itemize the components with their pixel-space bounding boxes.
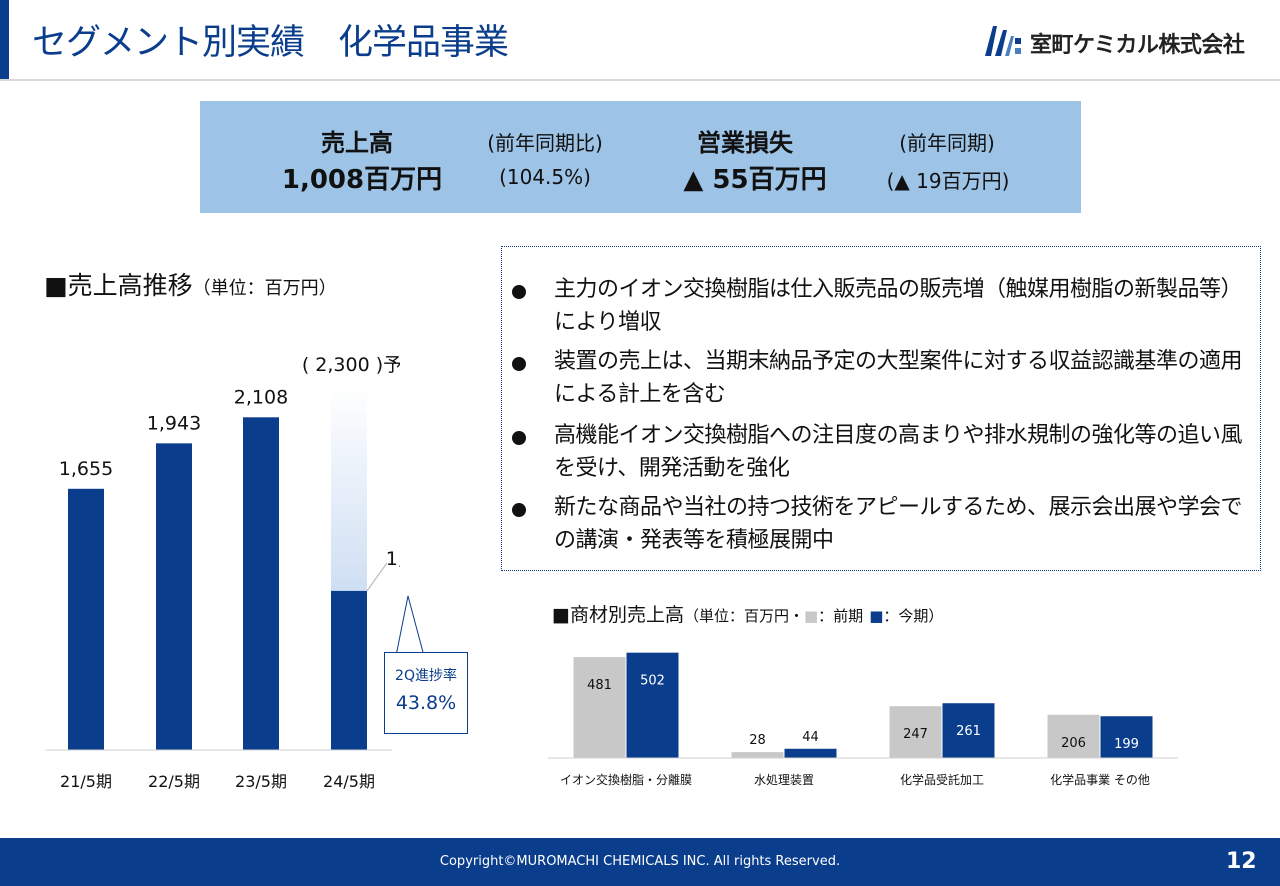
sales-value: 1,008百万円 (281, 165, 443, 195)
bar-value-label: 1,008 (386, 548, 400, 570)
company-logo-icon (985, 26, 1021, 56)
header-bar (0, 0, 1280, 80)
page-title: セグメント別実績 化学品事業 (32, 23, 509, 63)
sales-label: 売上高 (321, 129, 393, 157)
progress-callout (384, 652, 468, 734)
progress-callout-value: 43.8% (395, 692, 457, 714)
page-number: 12 (1226, 849, 1257, 874)
x-tick-label: 22/5期 (148, 772, 200, 791)
callout-pointer (395, 595, 425, 656)
bullet-text: 高機能イオン交換樹脂への注目度の高まりや排水規制の強化等の追い風を受け、開発活動… (554, 423, 1243, 481)
summary-panel: 売上高 1,008百万円 (前年同期比) (104.5%) 営業損失 ▲ 55百… (200, 101, 1081, 213)
legend-prev-marker: ■ (803, 607, 819, 625)
sales-trend-unit: （単位：百万円） (192, 278, 337, 299)
bullet-dot-icon (512, 503, 526, 517)
prev-period-bar (731, 752, 784, 758)
bullet-dot-icon (512, 285, 526, 299)
prev-period-bar (1047, 714, 1100, 758)
header-accent-bar (0, 0, 9, 80)
sales-yoy-value: (104.5%) (499, 165, 591, 189)
header-divider (0, 79, 1280, 81)
curr-period-bar (626, 652, 679, 758)
bar-value-label: 206 (1061, 736, 1086, 751)
prev-period-bar (889, 706, 942, 758)
operating-loss-label: 営業損失 (697, 129, 793, 157)
x-tick-label: 21/5期 (60, 772, 112, 791)
operating-loss-prev-label: (前年同期) (899, 131, 995, 155)
value-label-leader (366, 562, 388, 592)
forecast-label: ( 2,300 )予 (302, 355, 400, 376)
bar-value-label: 199 (1114, 737, 1139, 752)
bullet-dot-icon (512, 357, 526, 371)
bullet-text: 主力のイオン交換樹脂は仕入販売品の販売増（触媒用樹脂の新製品等）により増収 (554, 277, 1243, 335)
x-tick-label: 化学品事業 その他 (1050, 772, 1150, 787)
operating-loss-value: ▲ 55百万円 (683, 165, 827, 195)
legend-curr-label: ：今期） (883, 607, 944, 625)
sales-bar (68, 488, 104, 750)
bar-value-label: 44 (802, 730, 819, 745)
legend-curr-marker: ■ (869, 607, 884, 625)
footer-bar (0, 838, 1280, 886)
curr-period-bar (1100, 716, 1153, 758)
bullet-text: 装置の売上は、当期末納品予定の大型案件に対する収益認識基準の適用による計上を含む (554, 349, 1243, 407)
company-name: 室町ケミカル株式会社 (1030, 33, 1245, 58)
title-marker: ■ (44, 271, 68, 300)
bar-value-label: 502 (640, 674, 665, 689)
legend-prev-label: ：前期 (818, 607, 864, 625)
x-tick-label: 23/5期 (235, 772, 287, 791)
x-tick-label: 化学品受託加工 (900, 772, 984, 787)
highlights-panel: 主力のイオン交換樹脂は仕入販売品の販売増（触媒用樹脂の新製品等）により増収 装置… (501, 246, 1261, 571)
bullet-dot-icon (512, 431, 526, 445)
progress-callout-label: 2Q進捗率 (395, 668, 457, 684)
x-tick-label: 24/5期 (323, 772, 375, 791)
x-tick-label: 水処理装置 (754, 773, 814, 787)
copyright-text: Copyright©MUROMACHI CHEMICALS INC. All r… (439, 854, 841, 869)
operating-loss-prev-value: (▲ 19百万円) (886, 169, 1010, 193)
bar-value-label: 2,108 (234, 386, 288, 408)
sales-yoy-label: (前年同期比) (487, 131, 603, 155)
curr-period-bar (784, 748, 837, 758)
title-marker: ■ (552, 604, 570, 626)
sales-trend-chart: 1,655 21/5期 1,943 22/5期 2,108 23/5期 ( 2,300 )予… (45, 355, 400, 791)
curr-period-bar (942, 703, 995, 758)
sales-bar (243, 417, 279, 750)
bar-value-label: 247 (903, 727, 928, 742)
sales-bar (156, 443, 192, 750)
sales-trend-heading: 売上高推移 (67, 271, 193, 300)
sales-bar (331, 590, 367, 750)
bar-value-label: 1,943 (147, 412, 201, 434)
bar-value-label: 1,655 (59, 458, 113, 480)
bar-value-label: 481 (587, 678, 612, 693)
product-sales-title: ■商材別売上高（単位：百万円・■：前期 ■：今期） (552, 600, 943, 627)
prev-period-bar (573, 657, 626, 758)
bar-value-label: 261 (956, 724, 981, 739)
x-tick-label: イオン交換樹脂・分離膜 (560, 772, 692, 787)
sales-trend-title: ■売上高推移（単位：百万円） (44, 266, 337, 302)
bar-value-label: 28 (749, 733, 766, 748)
product-sales-heading: 商材別売上高 (569, 604, 684, 626)
product-sales-chart: 481 502 イオン交換樹脂・分離膜 28 44 水処理装置 247 261 化学品受託加工 2… (548, 652, 1178, 787)
bullet-text: 新たな商品や当社の持つ技術をアピールするため、展示会出展や学会での講演・発表等を… (554, 495, 1243, 553)
product-sales-unit: （単位：百万円・ (683, 607, 804, 625)
